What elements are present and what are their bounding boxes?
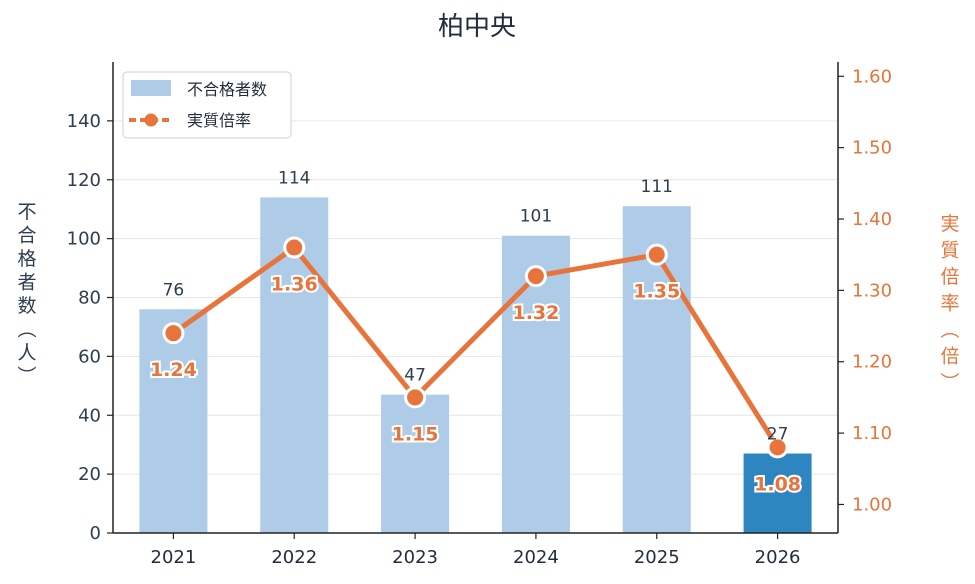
x-tick-label: 2026 (755, 547, 801, 568)
rate-series (162, 236, 789, 459)
right-tick-label: 1.40 (852, 209, 892, 230)
left-tick-label: 100 (67, 229, 101, 250)
rate-value-label: 1.08 (754, 473, 801, 495)
data-labels: 76 114 47 101 111 27 1.24 1.36 1.15 1.32 1.35 1.08 (148, 168, 803, 497)
legend-swatch-marker (144, 113, 158, 127)
bar-value-label: 47 (404, 366, 426, 386)
x-tick-label: 2022 (271, 547, 317, 568)
bar-2023 (381, 394, 450, 533)
right-tick-label: 1.50 (852, 138, 892, 159)
rate-point-2025 (645, 243, 668, 266)
right-tick-label: 1.30 (852, 280, 892, 301)
left-tick-label: 120 (67, 170, 101, 191)
bar-value-label: 76 (163, 280, 185, 300)
bar-2026 (743, 453, 812, 533)
y2-axis-label: 実質倍率︵倍︶ (940, 213, 959, 394)
rate-point-2021 (162, 322, 185, 345)
bar-value-label: 27 (767, 425, 789, 445)
rate-value-label: 1.32 (512, 302, 559, 324)
rate-point-2024 (524, 265, 547, 288)
rate-value-label: 1.24 (150, 359, 197, 381)
bar-value-label: 101 (520, 207, 552, 227)
rate-point-2026 (766, 436, 789, 459)
rate-value-label: 1.36 (271, 274, 318, 296)
legend-swatch-bar (131, 80, 171, 96)
x-tick-label: 2025 (634, 547, 680, 568)
rate-point-2023 (404, 386, 427, 409)
bar-value-label: 114 (278, 168, 310, 188)
rate-point-2022 (283, 236, 306, 259)
rate-value-label: 1.35 (633, 281, 680, 303)
right-tick-label: 1.00 (852, 494, 892, 515)
left-tick-label: 0 (90, 523, 101, 544)
axes: 0 20 40 60 80 100 120 140 1.00 1.10 1.20 1.30 1.40 1.… (17, 62, 960, 568)
bar-2021 (139, 309, 208, 533)
left-tick-label: 40 (78, 405, 101, 426)
y-axis-label: 不合格者数︵人︶ (17, 201, 36, 388)
x-tick-label: 2024 (513, 547, 559, 568)
x-tick-label: 2021 (151, 547, 197, 568)
legend-label-bar: 不合格者数 (187, 80, 267, 99)
bar-series (139, 197, 812, 533)
legend-label-line: 実質倍率 (187, 111, 251, 130)
chart-title: 柏中央 (438, 12, 516, 42)
right-tick-label: 1.10 (852, 423, 892, 444)
right-tick-label: 1.20 (852, 352, 892, 373)
bar-value-label: 111 (641, 177, 673, 197)
rate-value-label: 1.15 (392, 423, 439, 445)
rate-line (171, 245, 780, 449)
left-tick-label: 140 (67, 111, 101, 132)
left-tick-label: 20 (78, 464, 101, 485)
right-tick-label: 1.60 (852, 66, 892, 87)
x-tick-label: 2023 (392, 547, 438, 568)
left-tick-label: 80 (78, 288, 101, 309)
left-tick-label: 60 (78, 346, 101, 367)
